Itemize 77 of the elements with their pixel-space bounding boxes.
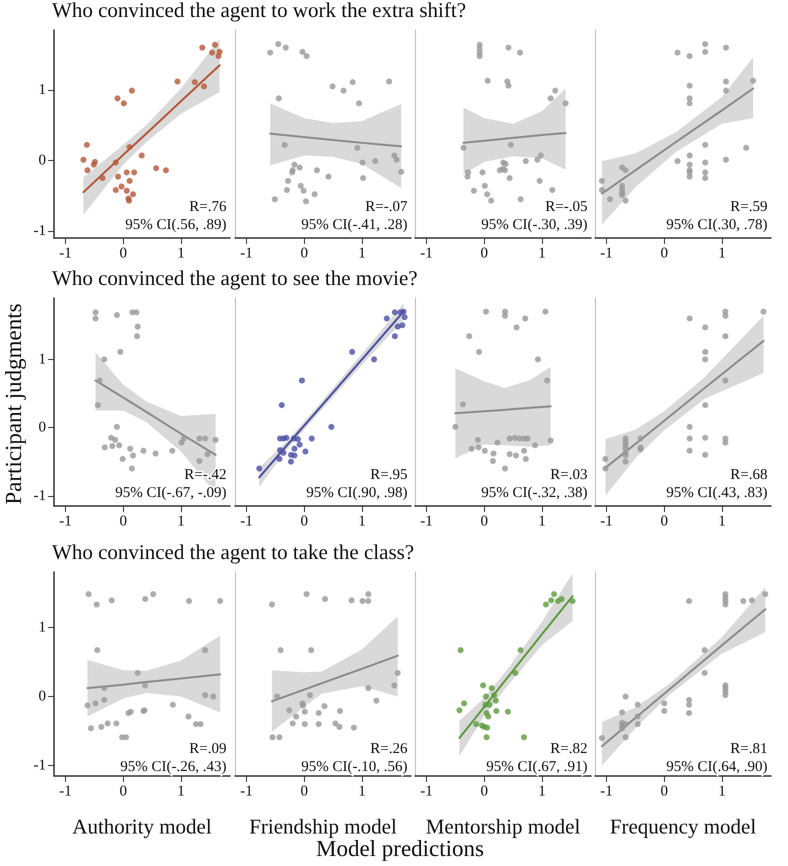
annotation: R=.59 <box>730 199 768 215</box>
x-tick-label: -1 <box>600 784 613 800</box>
x-tick-label: -1 <box>420 246 433 262</box>
annotation: R=.68 <box>730 467 768 483</box>
x-axis-title: Friendship model <box>249 814 397 838</box>
annotation: R=-.07 <box>365 199 408 215</box>
chart-title: Who convinced the agent to take the class? <box>52 540 414 564</box>
x-tick-label: 0 <box>480 246 488 262</box>
annotation: R=.03 <box>550 467 588 483</box>
annotation: R=.81 <box>730 741 768 757</box>
y-tick-label: -1 <box>34 222 46 239</box>
annotation: 95% CI(-.41, .28) <box>301 217 408 233</box>
annotation: 95% CI(.67, .91) <box>486 759 588 775</box>
x-tick-label: 0 <box>480 514 488 530</box>
annotation: R=.76 <box>189 199 227 215</box>
annotation: 95% CI(-.26, .43) <box>120 759 227 775</box>
x-tick-label: -1 <box>600 514 613 530</box>
y-tick-label: -1 <box>34 758 46 774</box>
x-tick-label: 1 <box>177 784 185 800</box>
annotation: 95% CI(-.10, .56) <box>301 759 408 775</box>
x-tick-label: 0 <box>660 514 668 530</box>
x-tick-label: 1 <box>718 246 726 262</box>
x-axis-title: Frequency model <box>610 814 756 838</box>
x-tick-label: -1 <box>59 784 72 800</box>
y-tick-label: 1 <box>38 619 46 636</box>
annotation: R=-.05 <box>545 199 588 215</box>
annotation: 95% CI(-.32, .38) <box>481 485 588 501</box>
y-tick-label: 0 <box>38 420 46 436</box>
x-tick-label: 1 <box>358 246 366 262</box>
x-tick-label: 0 <box>300 246 308 262</box>
y-tick-label: 1 <box>38 351 46 368</box>
annotation: R=.26 <box>370 741 408 757</box>
x-tick-label: 1 <box>358 514 366 530</box>
x-tick-label: 1 <box>177 246 185 262</box>
annotation: R=.09 <box>189 741 227 757</box>
x-tick-label: -1 <box>240 246 253 262</box>
x-tick-label: 1 <box>538 514 546 530</box>
x-tick-label: -1 <box>600 246 613 262</box>
x-tick-label: -1 <box>59 514 72 530</box>
x-tick-label: 1 <box>538 246 546 262</box>
annotation: 95% CI(.64, .90) <box>666 759 768 775</box>
x-tick-label: 1 <box>358 784 366 800</box>
x-tick-label: 0 <box>119 246 127 262</box>
x-tick-label: 0 <box>119 514 127 530</box>
x-tick-label: 0 <box>660 784 668 800</box>
x-tick-label: -1 <box>420 784 433 800</box>
x-tick-label: 1 <box>718 514 726 530</box>
annotation: 95% CI(-.30, .39) <box>481 217 588 233</box>
annotation: R=.82 <box>550 741 588 757</box>
x-tick-label: 0 <box>660 246 668 262</box>
x-tick-label: -1 <box>59 246 72 262</box>
y-tick-label: 0 <box>38 688 46 704</box>
annotation: 95% CI(-.67, -.09) <box>115 485 227 501</box>
annotation: R=-.42 <box>184 467 227 483</box>
annotation: 95% CI(.90, .98) <box>306 485 408 501</box>
x-tick-label: -1 <box>420 514 433 530</box>
y-tick-label: 1 <box>38 82 46 98</box>
x-tick-label: 1 <box>177 514 185 530</box>
annotation: 95% CI(.30, .78) <box>666 217 768 233</box>
x-tick-label: 1 <box>538 784 546 800</box>
annotation: 95% CI(.43, .83) <box>666 485 768 501</box>
x-tick-label: 0 <box>300 784 308 800</box>
x-tick-label: -1 <box>240 514 253 530</box>
x-axis-title: Authority model <box>72 814 212 838</box>
y-tick-label: 0 <box>38 152 46 168</box>
y-tick-label: -1 <box>34 488 46 504</box>
x-axis-title: Mentorship model <box>426 814 580 838</box>
x-tick-label: -1 <box>240 784 253 800</box>
annotation: R=.95 <box>370 467 408 483</box>
chart-title: Who convinced the agent to see the movie? <box>52 266 418 290</box>
x-tick-label: 0 <box>119 784 127 800</box>
x-tick-label: 0 <box>300 514 308 530</box>
x-tick-label: 0 <box>480 784 488 800</box>
x-tick-label: 1 <box>718 784 726 800</box>
chart-title: Who convinced the agent to work the extra shift? <box>52 0 466 22</box>
text: Participant judgments <box>1 303 27 505</box>
annotation: 95% CI(.56, .89) <box>125 217 227 233</box>
